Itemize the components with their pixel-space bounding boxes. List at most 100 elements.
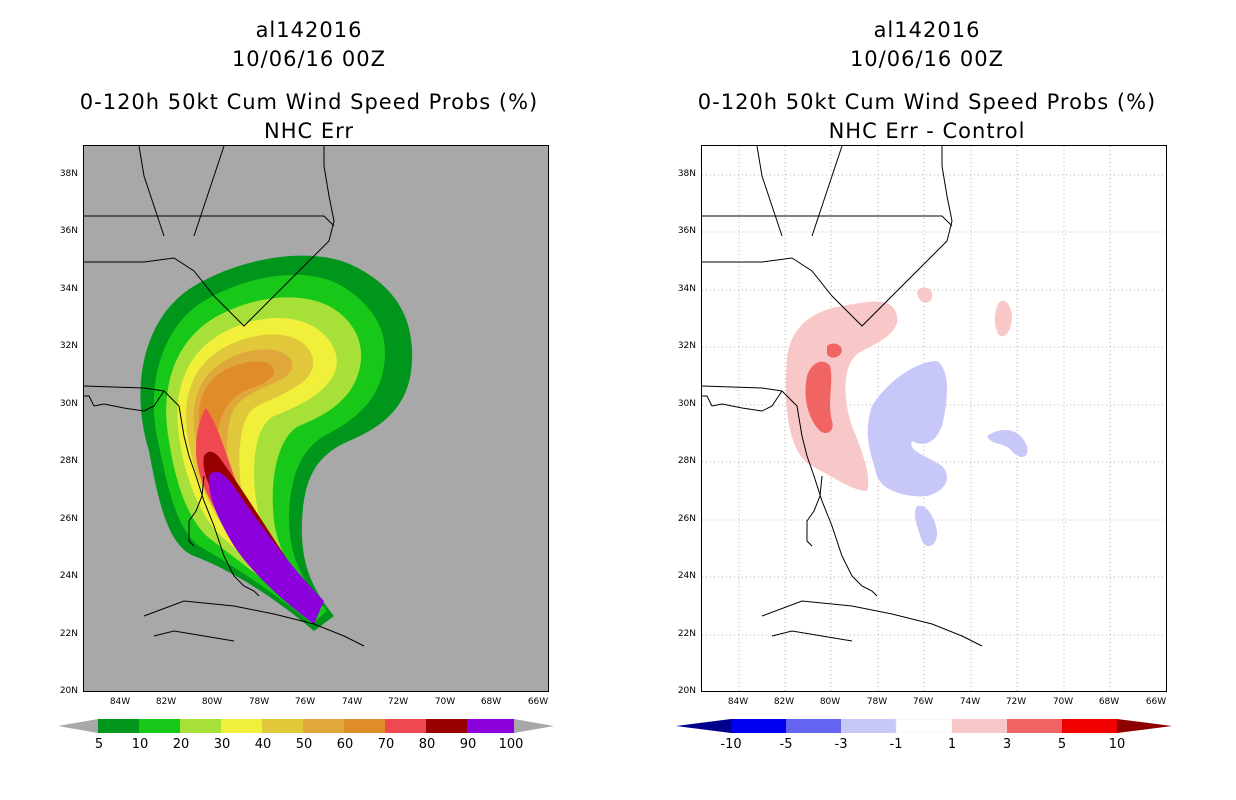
right-colorbar-upper-arrow [1117,719,1172,733]
lat-label: 28N [677,456,696,466]
lat-label: 32N [677,341,696,351]
lon-label: 70W [1052,697,1074,707]
lon-label: 80W [201,697,223,707]
left-map-svg [84,146,413,647]
lat-label: 20N [677,686,696,696]
right-cb-swatch [731,719,786,733]
left-cb-label: 5 [94,737,104,752]
right-cb-swatch [1062,719,1117,733]
lon-label: 66W [527,697,549,707]
lat-label: 36N [677,226,696,236]
left-colorbar-lower-arrow [58,719,98,733]
lat-label: 38N [677,169,696,179]
left-cb-label: 50 [295,737,313,752]
left-title-product: 0-120h 50kt Cum Wind Speed Probs (%) [79,90,539,114]
lat-label: 22N [59,629,78,639]
prob-50-shade [193,349,312,608]
diff-neg-extra [987,430,1028,458]
lat-label: 22N [677,629,696,639]
left-cb-swatch [303,719,344,733]
right-map [701,145,1167,692]
right-cb-swatch [841,719,896,733]
right-cb-swatch [1007,719,1062,733]
left-cb-swatch [139,719,180,733]
lon-label: 66W [1145,697,1167,707]
right-coastlines [702,146,983,647]
right-cb-label: -5 [779,737,793,752]
prob-60-shade [199,361,309,608]
left-cb-swatch [344,719,385,733]
prob-70-shade [195,408,309,608]
right-title-subtitle: NHC Err - Control [828,119,1026,143]
left-title-date: 10/06/16 00Z [231,47,387,71]
diff-neg-1-3-shade [867,361,947,497]
diff-pos-3-5-shade [805,361,833,433]
diff-neg-1-3-shade-2 [914,505,938,547]
right-cb-label: 3 [1002,737,1012,752]
left-cb-label: 60 [336,737,354,752]
lon-label: 74W [959,697,981,707]
right-colorbar [676,719,1172,733]
left-cb-swatch [98,719,139,733]
right-cb-label: -1 [889,737,903,752]
diff-pos-1-3-shade [785,301,898,491]
left-colorbar [58,719,554,733]
lon-label: 74W [341,697,363,707]
left-cb-label: 100 [498,737,524,752]
left-cb-label: 90 [459,737,477,752]
lat-label: 26N [59,514,78,524]
left-cb-label: 20 [172,737,190,752]
lon-label: 72W [1005,697,1027,707]
left-cb-swatch [426,719,467,733]
lon-label: 84W [109,697,131,707]
left-cb-swatch [262,719,303,733]
left-cb-label: 70 [377,737,395,752]
lat-label: 34N [677,284,696,294]
prob-90-shade [208,471,324,624]
lat-label: 24N [677,571,696,581]
diff-pos-3-5-shade-2 [827,343,842,358]
lon-label: 84W [727,697,749,707]
left-cb-label: 10 [131,737,149,752]
right-colorbar-lower-arrow [676,719,731,733]
right-cb-label: 5 [1057,737,1067,752]
right-title-date: 10/06/16 00Z [849,47,1005,71]
lon-label: 68W [480,697,502,707]
left-cb-label: 40 [254,737,272,752]
lat-label: 32N [59,341,78,351]
lon-label: 82W [155,697,177,707]
lon-label: 76W [912,697,934,707]
left-colorbar-upper-arrow [514,719,554,733]
lat-label: 36N [59,226,78,236]
diff-pos-extra-2 [917,287,933,303]
right-cb-label: -10 [720,737,742,752]
lon-label: 68W [1098,697,1120,707]
diff-pos-extra [994,300,1012,337]
lon-label: 82W [773,697,795,707]
right-title-storm: al142016 [873,18,981,42]
lon-label: 80W [819,697,841,707]
left-panel: al142016 10/06/16 00Z 0-120h 50kt Cum Wi… [58,20,554,752]
lat-label: 28N [59,456,78,466]
left-title-subtitle: NHC Err [263,119,354,143]
left-cb-swatch [180,719,221,733]
right-cb-label: 10 [1108,737,1126,752]
right-title-product: 0-120h 50kt Cum Wind Speed Probs (%) [697,90,1157,114]
left-map [83,145,549,692]
right-panel: al142016 10/06/16 00Z 0-120h 50kt Cum Wi… [618,0,1236,800]
lat-label: 26N [677,514,696,524]
left-cb-swatch [467,719,514,733]
lat-label: 38N [59,169,78,179]
lat-label: 34N [59,284,78,294]
lon-label: 78W [248,697,270,707]
lon-label: 72W [387,697,409,707]
right-cb-label: -3 [834,737,848,752]
lat-label: 30N [59,399,78,409]
right-cb-swatch [786,719,841,733]
lon-label: 76W [294,697,316,707]
left-cb-label: 80 [418,737,436,752]
right-gridlines [702,146,1166,691]
lat-label: 20N [59,686,78,696]
left-coastlines [84,146,365,647]
lat-label: 24N [59,571,78,581]
